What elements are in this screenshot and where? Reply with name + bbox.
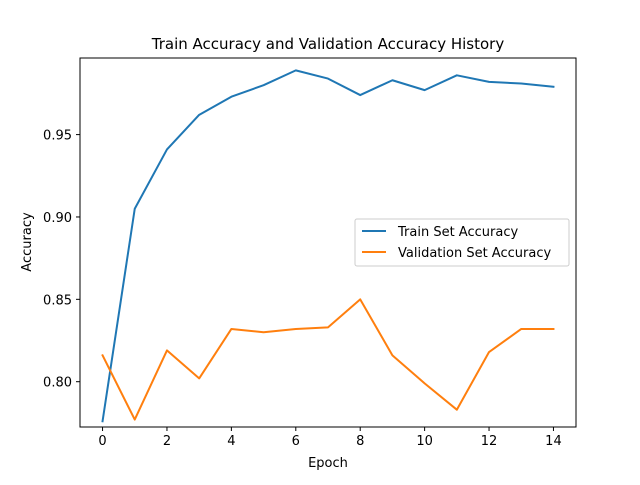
y-axis-ticks: 0.80 0.85 0.90 0.95: [43, 129, 80, 391]
x-tick-label: 8: [356, 434, 364, 449]
legend-label-train: Train Set Accuracy: [397, 225, 518, 240]
x-tick-label: 10: [416, 434, 433, 449]
axes-frame: [79, 57, 577, 428]
y-tick-label: 0.80: [43, 376, 72, 391]
y-axis-label: Accuracy: [20, 212, 35, 272]
x-axis-label: Epoch: [308, 456, 348, 471]
series-line-validation: [101, 298, 555, 421]
x-tick-label: 14: [545, 434, 562, 449]
series-layer: [101, 69, 555, 423]
y-tick-label: 0.95: [43, 129, 72, 144]
x-tick-label: 2: [163, 434, 171, 449]
chart-title: Train Accuracy and Validation Accuracy H…: [151, 35, 505, 53]
series-line-train: [101, 69, 555, 423]
legend-label-validation: Validation Set Accuracy: [398, 246, 551, 261]
x-axis-ticks: 0 2 4 6 8 10 12 14: [98, 427, 562, 449]
y-tick-label: 0.90: [43, 211, 72, 226]
x-tick-label: 4: [227, 434, 235, 449]
plot-area: [79, 57, 577, 428]
x-tick-label: 12: [481, 434, 498, 449]
y-tick-label: 0.85: [43, 293, 72, 308]
legend-box: [354, 218, 570, 267]
x-tick-label: 0: [98, 434, 106, 449]
legend: Train Set Accuracy Validation Set Accura…: [354, 218, 570, 267]
x-tick-label: 6: [292, 434, 300, 449]
